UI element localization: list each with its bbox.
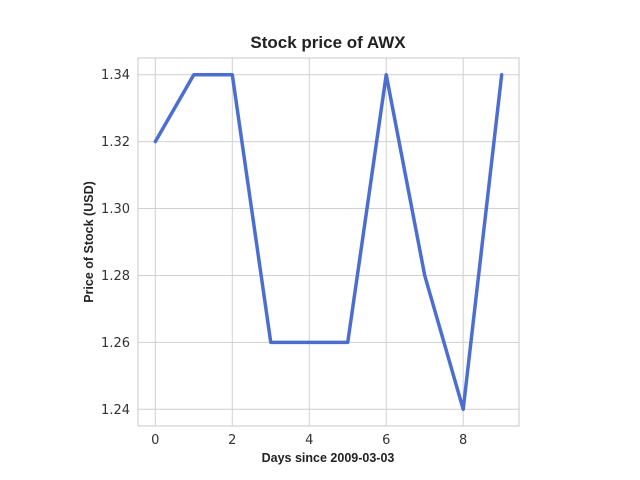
chart-title: Stock price of AWX (250, 33, 406, 52)
series (153, 72, 504, 412)
y-tick-label: 1.34 (101, 68, 130, 83)
y-tick-label: 1.28 (101, 269, 130, 284)
y-tick-label: 1.26 (101, 336, 130, 351)
series-line (153, 72, 504, 412)
grid (138, 58, 519, 426)
x-tick-label: 0 (151, 433, 159, 448)
y-tick-label: 1.24 (101, 403, 130, 418)
tick-labels: 0 2 4 6 8 1.24 1.26 1.28 1.30 1.32 1.34 (101, 68, 467, 448)
x-axis-label: Days since 2009-03-03 (262, 451, 395, 465)
x-tick-label: 6 (382, 433, 390, 448)
x-tick-label: 2 (228, 433, 236, 448)
x-tick-label: 8 (459, 433, 467, 448)
y-tick-label: 1.32 (101, 135, 130, 150)
x-tick-label: 4 (305, 433, 313, 448)
plot-area (137, 57, 520, 427)
y-tick-label: 1.30 (101, 202, 130, 217)
y-axis-label: Price of Stock (USD) (82, 181, 96, 303)
